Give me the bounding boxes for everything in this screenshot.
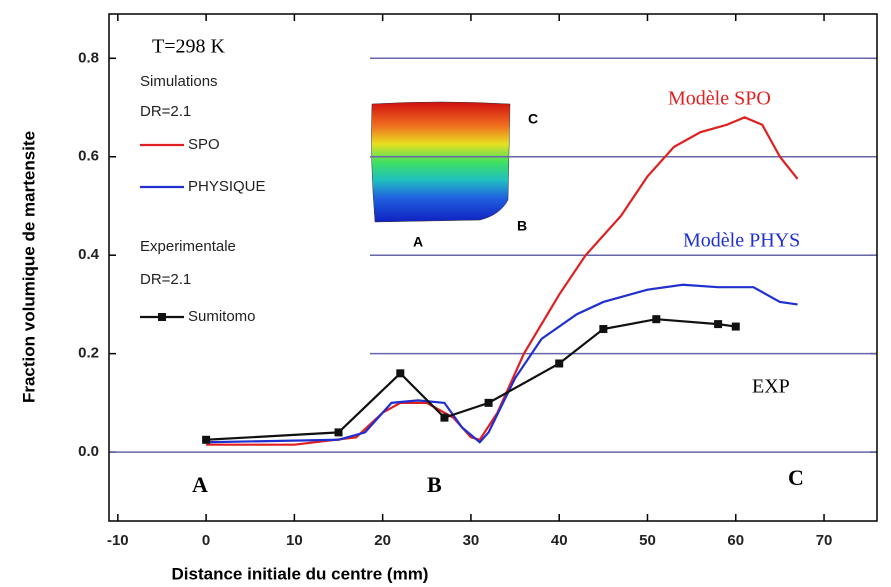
y-axis-label: Fraction volumique de martensite bbox=[19, 131, 38, 403]
y-tick-label: 0.0 bbox=[78, 443, 99, 460]
annotation: A bbox=[192, 472, 208, 497]
x-axis-label: Distance initiale du centre (mm) bbox=[172, 564, 429, 583]
legend-title: DR=2.1 bbox=[140, 103, 191, 120]
legend-label: SPO bbox=[188, 136, 220, 153]
inset-label: A bbox=[413, 234, 423, 250]
series-line bbox=[206, 116, 799, 446]
legend-title: Experimentale bbox=[140, 238, 236, 255]
data-point bbox=[652, 315, 661, 324]
legend-title: Simulations bbox=[140, 73, 218, 90]
inset-mesh bbox=[371, 101, 511, 223]
x-tick-label: 70 bbox=[816, 532, 833, 549]
legend-marker bbox=[158, 313, 166, 321]
inset-label: C bbox=[528, 111, 538, 127]
y-tick-label: 0.2 bbox=[78, 345, 99, 362]
y-tick-label: 0.8 bbox=[78, 49, 99, 66]
annotation: C bbox=[788, 465, 804, 490]
x-tick-label: 20 bbox=[374, 532, 391, 549]
data-point bbox=[334, 428, 343, 437]
data-point bbox=[599, 325, 608, 334]
legend-title: DR=2.1 bbox=[140, 271, 191, 288]
y-tick-label: 0.6 bbox=[78, 148, 99, 165]
annotation: Modèle SPO bbox=[668, 88, 771, 110]
data-point bbox=[440, 413, 449, 422]
data-point bbox=[396, 369, 405, 378]
series-line bbox=[206, 318, 736, 441]
data-point bbox=[555, 359, 564, 368]
legend-label: Sumitomo bbox=[188, 308, 256, 325]
data-point bbox=[202, 435, 211, 444]
annotation: Modèle PHYS bbox=[683, 230, 800, 252]
inset-label: B bbox=[517, 218, 527, 234]
x-tick-label: 30 bbox=[463, 532, 480, 549]
legend-label: PHYSIQUE bbox=[188, 178, 266, 195]
annotation: T=298 K bbox=[152, 36, 225, 58]
data-point bbox=[714, 320, 723, 329]
x-tick-label: 40 bbox=[551, 532, 568, 549]
data-point bbox=[731, 322, 740, 331]
series-line bbox=[206, 283, 798, 444]
x-tick-label: 0 bbox=[202, 532, 210, 549]
y-tick-label: 0.4 bbox=[78, 246, 100, 263]
x-tick-label: 60 bbox=[727, 532, 744, 549]
x-tick-label: 10 bbox=[286, 532, 303, 549]
annotation: B bbox=[427, 472, 442, 497]
plot-frame bbox=[108, 13, 878, 522]
x-tick-label: 50 bbox=[639, 532, 656, 549]
data-point bbox=[484, 398, 493, 407]
annotation: EXP bbox=[752, 376, 790, 398]
x-tick-label: -10 bbox=[107, 532, 129, 549]
